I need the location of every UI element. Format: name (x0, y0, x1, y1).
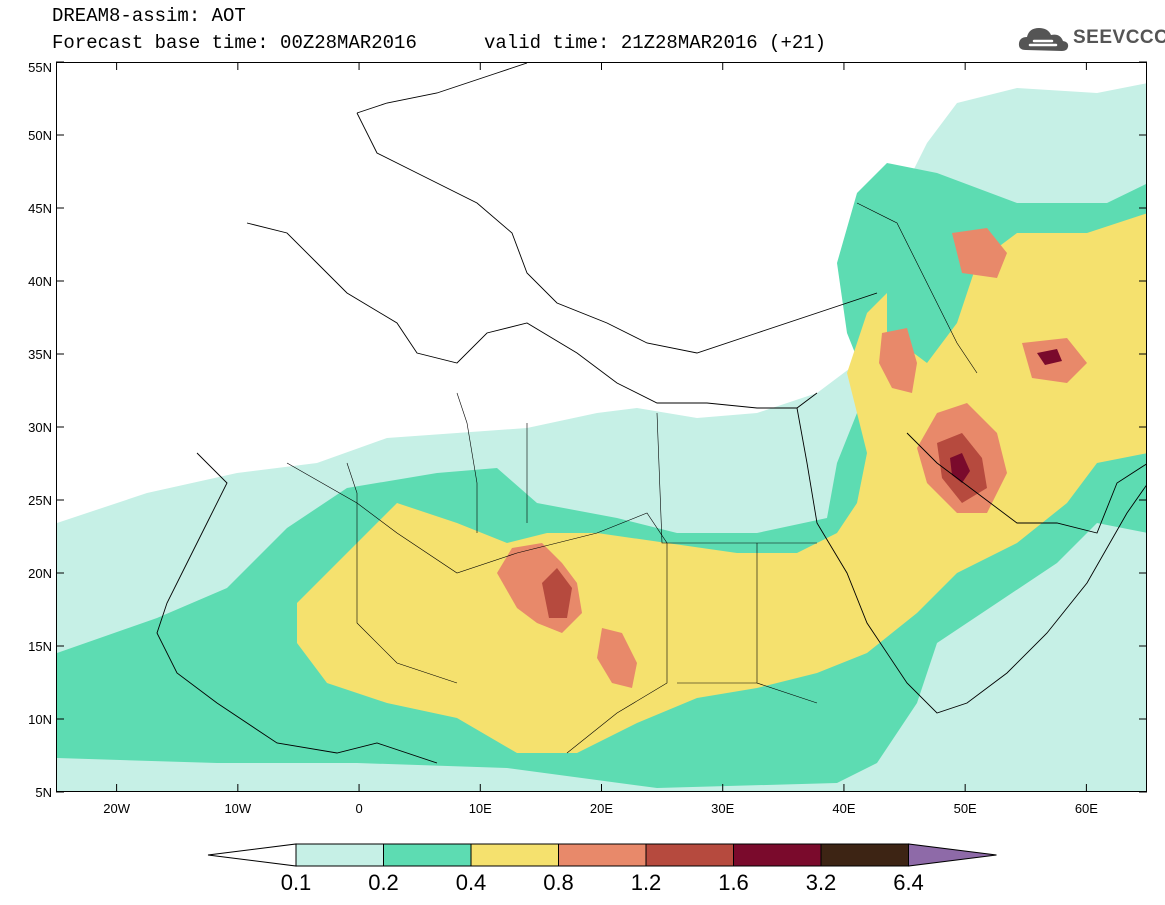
forecast-base-time: Forecast base time: 00Z28MAR2016 (52, 32, 417, 54)
colorbar-level-label: 0.8 (543, 870, 574, 895)
aot-level-1.6 (1037, 349, 1062, 365)
aot-level-1.2 (542, 568, 572, 618)
aot-level-0.4 (297, 213, 1146, 753)
colorbar-level-label: 1.6 (718, 870, 749, 895)
colorbar-level-label: 3.2 (805, 870, 837, 895)
colorbar-segment (558, 843, 647, 867)
lat-tick-label: 45N (28, 201, 52, 216)
valid-time: valid time: 21Z28MAR2016 (+21) (484, 32, 827, 54)
colorbar-under-triangle (207, 843, 297, 867)
aot-contours (57, 83, 1146, 791)
colorbar-segment (383, 843, 472, 867)
aot-level-0.8 (597, 628, 637, 688)
aot-field (57, 63, 1146, 791)
lon-tick-label: 60E (1075, 801, 1098, 816)
lat-tick-label: 5N (35, 785, 52, 800)
seevccc-logo: SEEVCCC (1016, 20, 1165, 60)
aot-level-1.6 (950, 453, 970, 483)
lon-tick-label: 10E (469, 801, 492, 816)
lat-tick-label: 30N (28, 420, 52, 435)
colorbar-segment (470, 843, 559, 867)
colorbar-over-triangle (908, 843, 997, 867)
logo-text: SEEVCCC (1073, 27, 1165, 48)
lat-tick-label: 10N (28, 712, 52, 727)
colorbar-level-label: 0.2 (368, 870, 399, 895)
colorbar-segment (820, 843, 909, 867)
cloud-icon (1018, 28, 1069, 51)
colorbar-level-label: 0.1 (280, 870, 312, 895)
lon-tick-label: 0 (355, 801, 362, 816)
map-plot-area (56, 62, 1147, 792)
lat-tick-label: 55N (28, 60, 52, 75)
colorbar-level-label: 6.4 (893, 870, 924, 895)
colorbar-level-label: 1.2 (630, 870, 662, 895)
colorbar-segment (645, 843, 734, 867)
lat-tick-label: 40N (28, 274, 52, 289)
lon-tick-label: 30E (711, 801, 734, 816)
map-title: DREAM8-assim: AOT (52, 5, 246, 27)
lat-tick-label: 15N (28, 639, 52, 654)
lon-tick-label: 20W (103, 801, 130, 816)
lon-tick-label: 50E (954, 801, 977, 816)
colorbar-segment (295, 843, 384, 867)
colorbar-segment (733, 843, 822, 867)
lon-tick-label: 40E (832, 801, 855, 816)
lon-tick-label: 10W (224, 801, 251, 816)
lat-tick-label: 25N (28, 493, 52, 508)
aot-level-0.8 (952, 228, 1007, 278)
lon-tick-label: 20E (590, 801, 613, 816)
coastlines (156, 63, 1146, 764)
colorbar-level-label: 0.4 (455, 870, 487, 895)
country-borders (286, 202, 978, 754)
aot-level-0.8 (879, 328, 917, 393)
lat-tick-label: 35N (28, 347, 52, 362)
lat-tick-label: 20N (28, 566, 52, 581)
lat-tick-label: 50N (28, 128, 52, 143)
